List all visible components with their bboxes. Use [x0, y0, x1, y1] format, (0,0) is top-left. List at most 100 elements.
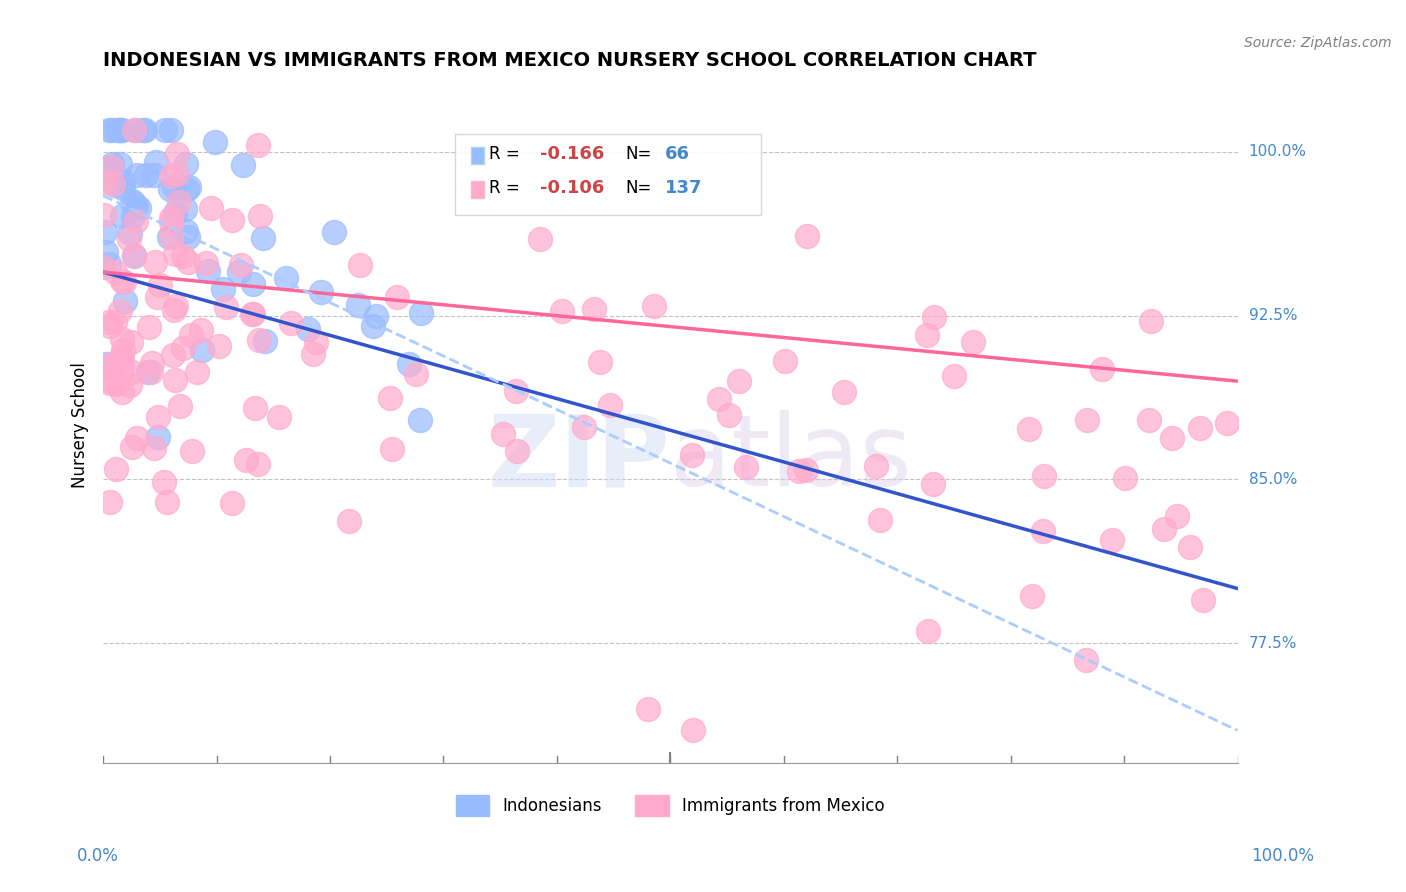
Indonesians: [163, 180, 186, 194]
Immigrants from Mexico: [1189, 421, 1212, 435]
Text: 0.0%: 0.0%: [77, 847, 120, 865]
Immigrants from Mexico: [583, 302, 606, 317]
Immigrants from Mexico: [1091, 362, 1114, 376]
Immigrants from Mexico: [94, 359, 117, 373]
Immigrants from Mexico: [492, 426, 515, 441]
Immigrants from Mexico: [208, 339, 231, 353]
Immigrants from Mexico: [93, 260, 115, 274]
Immigrants from Mexico: [110, 363, 132, 377]
Indonesians: [121, 194, 143, 209]
Immigrants from Mexico: [121, 440, 143, 454]
Indonesians: [111, 209, 134, 223]
Indonesians: [254, 334, 277, 348]
Immigrants from Mexico: [100, 375, 122, 389]
Immigrants from Mexico: [172, 249, 194, 263]
Indonesians: [173, 202, 195, 216]
Immigrants from Mexico: [589, 355, 612, 369]
Text: -0.166: -0.166: [540, 145, 605, 163]
Immigrants from Mexico: [120, 335, 142, 350]
Immigrants from Mexico: [249, 209, 271, 223]
Immigrants from Mexico: [242, 307, 264, 321]
Indonesians: [107, 123, 129, 137]
Immigrants from Mexico: [681, 448, 703, 462]
Immigrants from Mexico: [190, 323, 212, 337]
Indonesians: [125, 200, 148, 214]
Immigrants from Mexico: [221, 496, 243, 510]
Immigrants from Mexico: [195, 256, 218, 270]
Immigrants from Mexico: [160, 211, 183, 225]
Text: N=: N=: [624, 145, 651, 163]
Immigrants from Mexico: [160, 169, 183, 183]
Indonesians: [100, 123, 122, 137]
Immigrants from Mexico: [1032, 524, 1054, 538]
Immigrants from Mexico: [305, 334, 328, 349]
Indonesians: [125, 123, 148, 137]
Indonesians: [110, 123, 132, 137]
Indonesians: [323, 226, 346, 240]
Immigrants from Mexico: [235, 453, 257, 467]
Indonesians: [242, 277, 264, 291]
Immigrants from Mexico: [166, 146, 188, 161]
Y-axis label: Nursery School: Nursery School: [72, 362, 89, 488]
Immigrants from Mexico: [643, 299, 665, 313]
Indonesians: [108, 157, 131, 171]
Indonesians: [157, 230, 180, 244]
Indonesians: [190, 343, 212, 358]
Immigrants from Mexico: [349, 258, 371, 272]
Immigrants from Mexico: [529, 232, 551, 246]
Immigrants from Mexico: [98, 376, 121, 390]
Immigrants from Mexico: [1153, 522, 1175, 536]
Immigrants from Mexico: [247, 333, 270, 347]
Immigrants from Mexico: [1216, 417, 1239, 431]
Text: -0.106: -0.106: [540, 179, 605, 197]
Immigrants from Mexico: [506, 444, 529, 458]
Immigrants from Mexico: [943, 369, 966, 384]
Indonesians: [110, 123, 132, 137]
Immigrants from Mexico: [139, 365, 162, 379]
Indonesians: [94, 225, 117, 239]
Immigrants from Mexico: [167, 195, 190, 210]
Immigrants from Mexico: [240, 307, 263, 321]
Immigrants from Mexico: [100, 160, 122, 174]
Indonesians: [174, 224, 197, 238]
Immigrants from Mexico: [110, 275, 132, 289]
Immigrants from Mexico: [215, 300, 238, 314]
Immigrants from Mexico: [280, 316, 302, 330]
Immigrants from Mexico: [378, 391, 401, 405]
Text: R =: R =: [489, 145, 524, 163]
Indonesians: [297, 321, 319, 335]
Text: 66: 66: [665, 145, 690, 163]
Immigrants from Mexico: [121, 365, 143, 379]
Immigrants from Mexico: [1021, 589, 1043, 603]
Immigrants from Mexico: [405, 367, 427, 381]
Immigrants from Mexico: [787, 465, 810, 479]
Immigrants from Mexico: [915, 327, 938, 342]
Immigrants from Mexico: [166, 168, 188, 182]
Immigrants from Mexico: [1166, 508, 1188, 523]
Immigrants from Mexico: [127, 431, 149, 445]
Indonesians: [366, 309, 388, 323]
Immigrants from Mexico: [93, 208, 115, 222]
Indonesians: [143, 168, 166, 182]
Immigrants from Mexico: [1161, 431, 1184, 445]
Immigrants from Mexico: [103, 177, 125, 191]
Indonesians: [346, 298, 368, 312]
Immigrants from Mexico: [387, 290, 409, 304]
Indonesians: [409, 413, 432, 427]
Immigrants from Mexico: [155, 495, 177, 509]
Indonesians: [228, 265, 250, 279]
Immigrants from Mexico: [93, 175, 115, 189]
Immigrants from Mexico: [110, 350, 132, 364]
Indonesians: [124, 249, 146, 263]
Immigrants from Mexico: [160, 214, 183, 228]
Immigrants from Mexico: [246, 457, 269, 471]
Immigrants from Mexico: [794, 463, 817, 477]
Immigrants from Mexico: [105, 376, 128, 391]
Immigrants from Mexico: [869, 513, 891, 527]
Indonesians: [128, 201, 150, 215]
Immigrants from Mexico: [917, 624, 939, 639]
Indonesians: [274, 271, 297, 285]
Immigrants from Mexico: [111, 384, 134, 399]
Immigrants from Mexico: [125, 214, 148, 228]
Indonesians: [159, 123, 181, 137]
